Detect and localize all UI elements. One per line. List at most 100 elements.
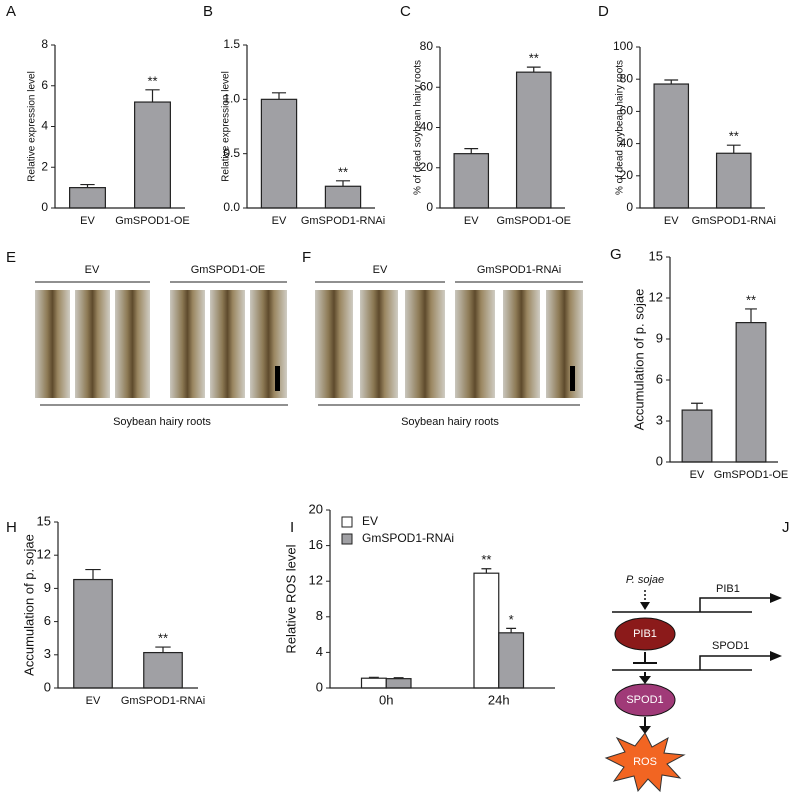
panel-label: E [6, 249, 16, 266]
y-axis-title: Relative expression level [27, 71, 38, 182]
y-tick-label: 60 [420, 79, 434, 93]
root-photos [315, 290, 583, 398]
bar [324, 185, 362, 209]
bar [134, 101, 171, 209]
protein: SPOD1 [626, 694, 663, 706]
y-tick-label: 100 [613, 39, 633, 53]
bar [73, 578, 113, 689]
x-tick-label: GmSPOD1-RNAi [692, 215, 776, 227]
error-bar [481, 568, 492, 574]
bar [681, 409, 713, 463]
x-tick-label: 0h [379, 692, 393, 707]
y-tick-label: 15 [649, 248, 663, 263]
bar [385, 678, 412, 689]
bar [260, 98, 298, 209]
promoter-label: PIB1 [716, 583, 740, 595]
bar [473, 572, 500, 689]
y-tick-label: 0.0 [223, 200, 240, 214]
error-bar [464, 148, 479, 154]
y-tick-label: 15 [37, 513, 51, 528]
error-bar [155, 646, 171, 653]
y-tick-label: 9 [44, 580, 51, 595]
y-tick-label: 2 [41, 159, 48, 173]
error-bar [85, 568, 101, 580]
y-tick-label: 0 [426, 200, 433, 214]
panel-label: G [610, 246, 622, 263]
significance: ** [529, 51, 539, 66]
y-axis-title: Accumulation of p. sojae [21, 534, 36, 676]
y-tick-label: 40 [420, 120, 434, 134]
product: ROS [633, 756, 657, 768]
y-tick-label: 8 [41, 37, 48, 51]
y-tick-label: 8 [316, 608, 323, 623]
protein: PIB1 [633, 628, 657, 640]
x-tick-label: 24h [488, 692, 510, 707]
y-tick-label: 40 [620, 136, 634, 150]
caption: Soybean hairy roots [113, 416, 211, 428]
error-bar [691, 402, 703, 411]
y-tick-label: 1.5 [223, 37, 240, 51]
photo-panel-e: E EV GmSPOD1-OE Soybean hairy roots [6, 249, 288, 428]
x-tick-label: EV [690, 469, 705, 481]
y-tick-label: 80 [420, 39, 434, 53]
y-tick-label: 0 [626, 200, 633, 214]
error-bar [393, 677, 404, 679]
y-tick-label: 60 [620, 104, 634, 118]
x-tick-label: GmSPOD1-OE [115, 215, 190, 227]
panel-label: D [598, 3, 609, 20]
y-tick-label: 3 [44, 646, 51, 661]
panel-label: F [302, 249, 311, 266]
bar [69, 187, 106, 209]
bar [715, 152, 752, 209]
y-tick-label: 0 [44, 679, 51, 694]
y-axis-title: % of dead soybean hairy roots [615, 60, 626, 195]
x-tick-label: EV [86, 695, 101, 707]
x-tick-label: GmSPOD1-OE [496, 215, 571, 227]
y-axis-title: Relative expression level [221, 71, 232, 182]
y-tick-label: 0 [41, 200, 48, 214]
legend-swatch [341, 533, 353, 545]
error-bar [271, 92, 287, 100]
error-bar [145, 89, 160, 103]
significance: ** [147, 73, 157, 88]
bar [143, 651, 183, 689]
group-label: EV [85, 264, 100, 276]
significance: ** [338, 164, 348, 179]
x-tick-label: EV [664, 215, 679, 227]
y-tick-label: 4 [316, 644, 323, 659]
y-tick-label: 16 [309, 537, 323, 552]
panel-label: B [203, 3, 213, 20]
legend-swatch [341, 516, 353, 528]
error-bar [745, 308, 757, 323]
legend-label: EV [362, 514, 378, 528]
group-label: GmSPOD1-OE [191, 264, 266, 276]
y-tick-label: 9 [656, 330, 663, 345]
x-tick-label: EV [464, 215, 479, 227]
significance: * [509, 612, 514, 627]
y-tick-label: 3 [656, 412, 663, 427]
ros-burst [604, 732, 686, 793]
error-bar [506, 627, 517, 633]
error-bar [726, 144, 741, 154]
error-bar [368, 676, 379, 679]
x-tick-label: EV [80, 215, 95, 227]
photo-panel-f: F EV GmSPOD1-RNAi Soybean hairy roots [302, 249, 583, 428]
legend-label: GmSPOD1-RNAi [362, 531, 454, 545]
caption: Soybean hairy roots [401, 416, 499, 428]
promoter-label: SPOD1 [712, 640, 749, 652]
pathway-diagram: J P. sojae PIB1 PIB1 SPOD1 SPOD1 ROS [604, 519, 790, 793]
y-tick-label: 12 [37, 547, 51, 562]
y-tick-label: 0.5 [223, 146, 240, 160]
group-label: EV [373, 264, 388, 276]
panel-label: J [782, 519, 790, 536]
error-bar [80, 183, 95, 188]
y-tick-label: 12 [309, 573, 323, 588]
panel-label: A [6, 3, 16, 20]
y-tick-label: 80 [620, 71, 634, 85]
bar [735, 322, 767, 463]
y-tick-label: 20 [420, 160, 434, 174]
x-tick-label: GmSPOD1-OE [714, 469, 789, 481]
bar [360, 677, 387, 689]
bar [453, 153, 490, 209]
